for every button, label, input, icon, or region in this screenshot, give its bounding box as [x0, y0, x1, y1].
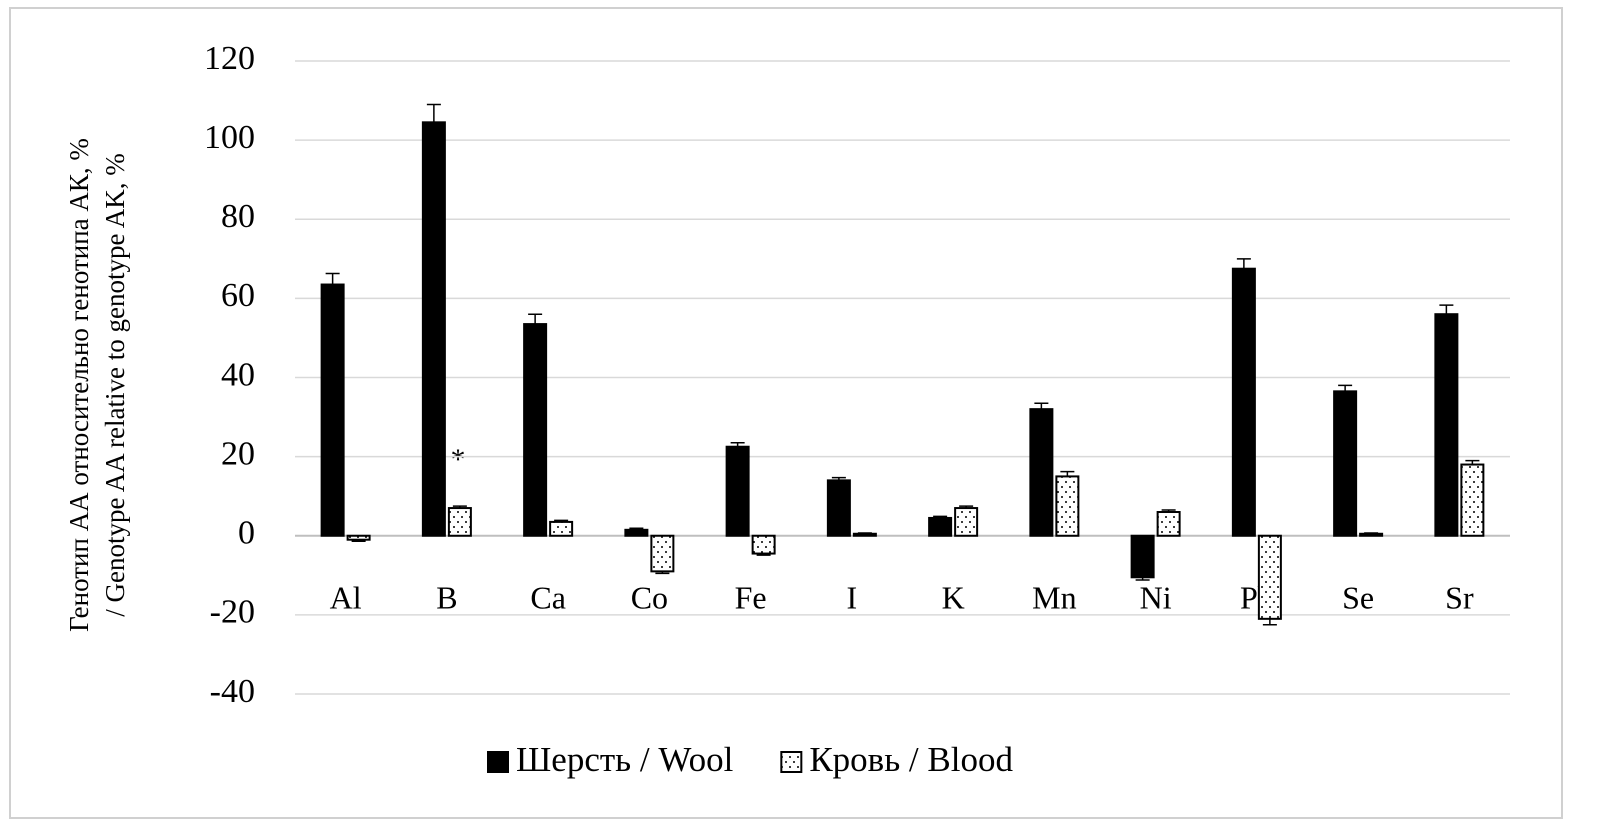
error-bar: [1135, 577, 1150, 581]
y-tick-label: 40: [221, 356, 255, 393]
error-bar: [857, 532, 872, 534]
error-bar: [351, 539, 366, 543]
error-bar: [1465, 459, 1480, 465]
error-bar: [1060, 470, 1075, 477]
error-bar: [1338, 384, 1353, 392]
x-tick-label: Se: [1342, 579, 1374, 615]
error-bar: [933, 515, 948, 518]
bar: [826, 479, 851, 537]
bar: [421, 121, 446, 537]
chart-frame: [9, 7, 1563, 819]
error-bar: [831, 476, 846, 481]
bar: [928, 516, 953, 537]
y-tick-label: 80: [221, 198, 255, 235]
x-tick-label: Mn: [1032, 579, 1076, 615]
error-bar: [655, 571, 670, 575]
error-bar: [325, 272, 340, 285]
bar: [624, 528, 649, 537]
bar: [751, 534, 776, 555]
x-tick-label: Ni: [1140, 579, 1172, 615]
x-tick-label: Fe: [735, 579, 767, 615]
y-tick-label: 100: [204, 119, 255, 156]
bar: [954, 507, 979, 537]
error-bar: [554, 519, 569, 522]
y-tick-label: 60: [221, 277, 255, 314]
bar: [320, 283, 345, 537]
error-bar: [1236, 258, 1251, 269]
error-bar: [1262, 618, 1277, 626]
error-bar: [426, 103, 441, 123]
x-tick-label: Sr: [1445, 579, 1474, 615]
error-bar: [756, 553, 771, 556]
legend-label: Кровь / Blood: [809, 740, 1013, 779]
error-bar: [528, 313, 543, 325]
bar: [725, 445, 750, 537]
y-tick-label: 20: [221, 435, 255, 472]
error-bar: [452, 505, 467, 509]
y-tick-label: 0: [238, 515, 255, 552]
y-tick-label: -20: [210, 594, 255, 631]
error-bar: [1161, 509, 1176, 513]
error-bar: [959, 505, 974, 509]
x-tick-label: I: [847, 579, 858, 615]
x-tick-label: B: [436, 579, 457, 615]
error-bar: [629, 527, 644, 530]
bar: [1434, 313, 1459, 537]
error-bar: [1364, 532, 1379, 534]
significance-mark: *: [451, 443, 466, 476]
legend-swatch: [780, 751, 803, 773]
bar: [1130, 534, 1155, 579]
error-bar: [730, 442, 745, 447]
x-tick-label: Ca: [530, 579, 566, 615]
x-tick-label: Al: [330, 579, 362, 615]
bar: [650, 534, 675, 573]
y-tick-label: 120: [204, 40, 255, 77]
y-axis-title-line: / Genotype AA relative to genotype AK, %: [100, 153, 130, 616]
bar: [1359, 532, 1384, 537]
bar: [1029, 408, 1054, 537]
bar: [1156, 511, 1181, 537]
bar: [1257, 534, 1282, 620]
y-axis-title-line: Генотип АА относительно генотипа АК, %: [64, 138, 94, 632]
bar: [549, 520, 574, 537]
legend-label: Шерсть / Wool: [516, 740, 734, 779]
x-tick-label: K: [942, 579, 965, 615]
error-bar: [1439, 304, 1454, 315]
bar: [523, 323, 548, 537]
bar: [1460, 463, 1485, 537]
y-tick-label: -40: [210, 673, 255, 710]
bar: [852, 532, 877, 537]
bar: [346, 534, 371, 541]
bar: [1333, 390, 1358, 537]
y-axis-title: Генотип АА относительно генотипа АК, % /…: [64, 138, 130, 632]
x-tick-label: Co: [631, 579, 668, 615]
error-bar: [1034, 402, 1049, 410]
legend-swatch: [487, 751, 509, 773]
bar: [447, 507, 472, 537]
bar: [1231, 267, 1256, 537]
bar: [1055, 475, 1080, 537]
